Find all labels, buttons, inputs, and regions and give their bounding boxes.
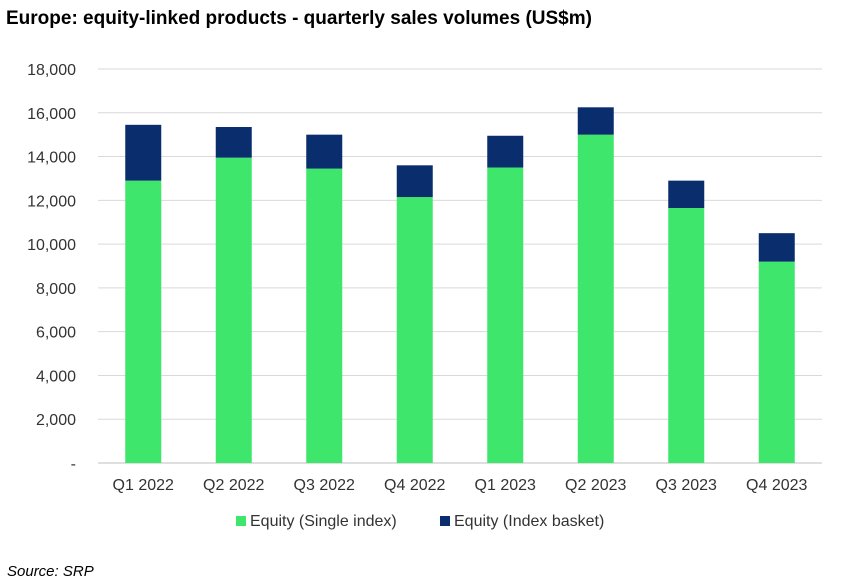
gridlines: [98, 68, 822, 464]
bar-index-basket: [215, 127, 252, 158]
bar-index-basket: [668, 180, 705, 208]
bar-single-index: [577, 134, 614, 463]
y-tick-label: 14,000: [27, 150, 76, 167]
y-tick-label: 10,000: [27, 237, 76, 254]
x-category-label: Q3 2023: [656, 477, 717, 494]
legend: Equity (Single index) Equity (Index baske…: [236, 513, 604, 530]
y-tick-label: 16,000: [27, 106, 76, 123]
x-axis-category-labels: Q1 2022 Q2 2022 Q3 2022 Q4 2022 Q1 2023 Q2 20…: [113, 477, 808, 494]
x-category-label: Q1 2022: [113, 477, 174, 494]
bar-index-basket: [487, 135, 524, 168]
bar-index-basket: [396, 165, 433, 198]
x-category-label: Q2 2022: [203, 477, 264, 494]
x-category-label: Q1 2023: [475, 477, 536, 494]
y-tick-label: 8,000: [36, 281, 76, 298]
y-tick-label: -: [71, 456, 76, 473]
bar-index-basket: [758, 233, 795, 262]
y-tick-label: 6,000: [36, 325, 76, 342]
legend-swatch: [236, 516, 246, 526]
bar-single-index: [487, 167, 524, 463]
bar-single-index: [396, 197, 433, 464]
y-axis-tick-labels: - 2,000 4,000 6,000 8,000 10,000 12,000 14,000 1…: [27, 62, 76, 473]
legend-swatch: [440, 516, 450, 526]
bar-single-index: [125, 180, 162, 463]
bar-index-basket: [577, 107, 614, 135]
y-tick-label: 4,000: [36, 368, 76, 385]
y-tick-label: 18,000: [27, 62, 76, 79]
x-category-label: Q4 2022: [384, 477, 445, 494]
x-category-label: Q4 2023: [746, 477, 807, 494]
bar-index-basket: [306, 134, 343, 169]
legend-label: Equity (Single index): [250, 513, 397, 530]
legend-label: Equity (Index basket): [454, 513, 604, 530]
bar-single-index: [215, 157, 252, 463]
x-category-label: Q2 2023: [565, 477, 626, 494]
bars: [125, 107, 795, 464]
bar-index-basket: [125, 124, 162, 181]
x-category-label: Q3 2022: [294, 477, 355, 494]
bar-single-index: [758, 261, 795, 463]
y-tick-label: 2,000: [36, 412, 76, 429]
bar-single-index: [668, 207, 705, 463]
bar-single-index: [306, 168, 343, 463]
source-note: Source: SRP: [7, 563, 94, 580]
chart-title: Europe: equity-linked products - quarter…: [6, 8, 592, 29]
y-tick-label: 12,000: [27, 193, 76, 210]
